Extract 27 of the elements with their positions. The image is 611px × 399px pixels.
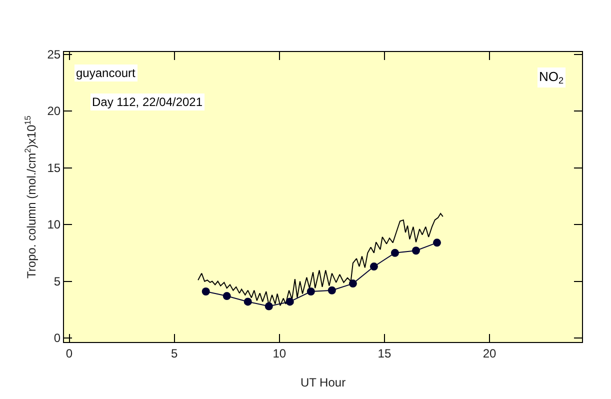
point	[348, 280, 357, 288]
x-tick-label: 0	[66, 346, 73, 360]
point	[328, 286, 336, 294]
x-tick-label: 20	[482, 346, 497, 360]
point	[412, 246, 420, 255]
point	[222, 292, 231, 300]
point	[433, 238, 441, 247]
y-tick-label: 20	[47, 104, 61, 118]
point	[286, 298, 294, 306]
point	[244, 298, 252, 306]
y-tick-label: 10	[47, 218, 61, 232]
y-tick-label: 5	[54, 274, 61, 288]
x-tick-label: 15	[378, 346, 392, 360]
point	[202, 287, 210, 296]
annotation: Day 112, 22/04/2021	[92, 95, 203, 109]
x-axis-title: UT Hour	[300, 375, 346, 390]
point	[306, 287, 315, 296]
x-tick-label: 10	[272, 346, 286, 360]
annotation: NO$_{2}$	[539, 69, 564, 86]
annotation: guyancourt	[76, 66, 136, 80]
point	[370, 262, 378, 271]
y-tick-label: 15	[47, 160, 61, 175]
point	[390, 248, 399, 257]
x-tick-label: 5	[170, 346, 178, 360]
point	[264, 302, 273, 310]
y-tick-label: 0	[54, 331, 61, 346]
y-tick-label: 25	[47, 47, 61, 62]
